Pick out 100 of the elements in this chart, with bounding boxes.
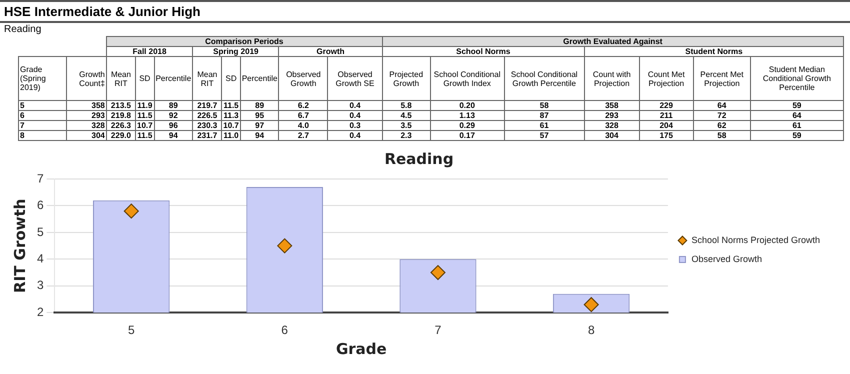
text: SD: [136, 56, 154, 100]
text: 10.7: [222, 120, 240, 130]
text: 328: [66, 120, 106, 130]
text: 0.4: [328, 110, 382, 120]
text: 57: [504, 130, 584, 140]
text: Spring 2019: [192, 46, 279, 56]
text: Mean RIT: [106, 56, 136, 100]
text: 226.5: [192, 110, 222, 120]
text: School Conditional Growth Index: [430, 56, 504, 100]
text: 6.2: [278, 100, 328, 110]
text: Student Median Conditional Growth Percentile: [750, 56, 844, 100]
text: 61: [750, 120, 844, 130]
text: 304: [584, 130, 640, 140]
text: Projected Growth: [382, 56, 430, 100]
text: School Norms: [382, 46, 584, 56]
text: 1.13: [430, 110, 504, 120]
text: 3.5: [382, 120, 430, 130]
text: 64: [750, 110, 844, 120]
text: Grade (Spring 2019): [18, 56, 66, 100]
text: Comparison Periods: [106, 36, 382, 46]
chart-title: Reading: [384, 150, 454, 168]
text: 211: [639, 110, 694, 120]
text: School Conditional Growth Percentile: [504, 56, 584, 100]
y-tick-label: 6: [36, 198, 44, 212]
text: 293: [66, 110, 106, 120]
y-tick-label: 7: [36, 171, 44, 186]
text: Count Met Projection: [639, 56, 694, 100]
text: 0.4: [328, 130, 382, 140]
x-tick-label: 8: [588, 323, 595, 338]
text: HSE Intermediate & Junior High: [0, 0, 850, 23]
point: [430, 265, 446, 280]
text: 97: [240, 120, 279, 130]
text: 59: [750, 100, 844, 110]
y-axis-title: RIT Growth: [10, 198, 29, 293]
text: 72: [693, 110, 750, 120]
text: 229.0: [106, 130, 136, 140]
text: 0.29: [430, 120, 504, 130]
text: 89: [240, 100, 279, 110]
y-tick-label: 4: [36, 251, 44, 266]
text: Mean RIT: [192, 56, 222, 100]
text: 226.3: [106, 120, 136, 130]
y-tick-label: 3: [36, 278, 44, 292]
text: SD: [222, 56, 240, 100]
legend-label: School Norms Projected Growth: [691, 234, 820, 245]
point: [584, 297, 599, 312]
text: Percentile: [240, 56, 279, 100]
text: 59: [750, 130, 844, 140]
text: 92: [154, 110, 193, 120]
text: 219.8: [106, 110, 136, 120]
text: 89: [154, 100, 193, 110]
text: 219.7: [192, 100, 222, 110]
text: 2.7: [278, 130, 328, 140]
text: 4.0: [278, 120, 328, 130]
text: Count with Projection: [584, 56, 640, 100]
text: 328: [584, 120, 640, 130]
text: 87: [504, 110, 584, 120]
text: 230.3: [192, 120, 222, 130]
x-tick-label: 5: [128, 323, 135, 338]
text: 0.4: [328, 100, 382, 110]
text: 58: [504, 100, 584, 110]
text: 94: [154, 130, 193, 140]
legend-label: Observed Growth: [691, 254, 762, 264]
text: 8: [18, 130, 66, 140]
text: 358: [584, 100, 640, 110]
text: 2.3: [382, 130, 430, 140]
text: 0.20: [430, 100, 504, 110]
text: 11.0: [222, 130, 240, 140]
x-tick-label: 6: [281, 323, 288, 338]
text: 95: [240, 110, 279, 120]
text: 304: [66, 130, 106, 140]
text: 11.5: [136, 110, 154, 120]
text: Reading: [3, 23, 42, 36]
text: 58: [693, 130, 750, 140]
text: Observed Growth SE: [328, 56, 382, 100]
text: 231.7: [192, 130, 222, 140]
point: [124, 204, 139, 219]
text: 175: [639, 130, 694, 140]
text: 11.5: [222, 100, 240, 110]
text: 94: [240, 130, 279, 140]
text: 10.7: [136, 120, 154, 130]
text: Percentile: [154, 56, 193, 100]
text: 0.3: [328, 120, 382, 130]
text: 4.5: [382, 110, 430, 120]
text: 61: [504, 120, 584, 130]
text: Growth: [278, 46, 382, 56]
text: 11.3: [222, 110, 240, 120]
text: 11.5: [136, 130, 154, 140]
y-tick-label: 2: [36, 304, 44, 319]
text: 213.5: [106, 100, 136, 110]
text: 96: [154, 120, 193, 130]
text: 62: [693, 120, 750, 130]
y-tick-label: 5: [36, 224, 44, 239]
text: 0.17: [430, 130, 504, 140]
text: Student Norms: [584, 46, 844, 56]
text: 64: [693, 100, 750, 110]
x-tick-label: 7: [434, 323, 442, 338]
x-axis-title: Grade: [336, 340, 387, 358]
text: Observed Growth: [278, 56, 328, 100]
text: Growth Evaluated Against: [382, 36, 844, 46]
text: 293: [584, 110, 640, 120]
